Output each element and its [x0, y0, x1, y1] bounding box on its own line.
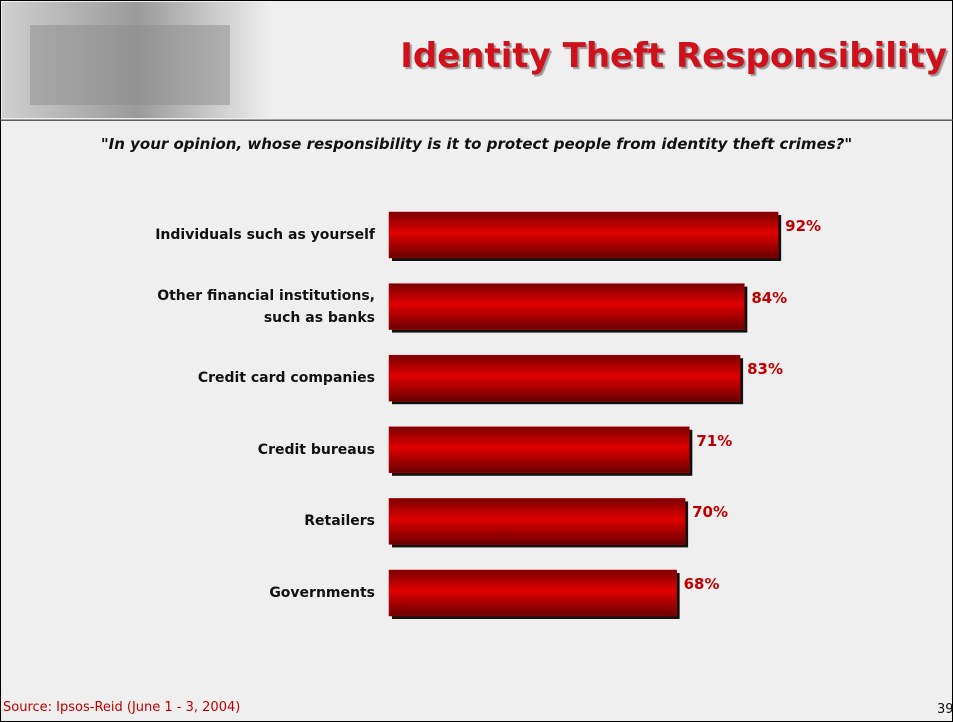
value-label: 83%: [747, 360, 783, 379]
value-label: 84%: [751, 288, 788, 307]
page-number: 39: [937, 702, 953, 717]
subtitle: "In your opinion, whose responsibility i…: [100, 135, 853, 153]
category-label: Other financial institutions, such as ba…: [157, 287, 375, 326]
category-label: Credit card companies: [197, 370, 375, 387]
bar: [388, 211, 779, 259]
bar: [388, 569, 677, 617]
category-label: Credit bureaus: [257, 441, 375, 458]
building: [30, 25, 230, 105]
bar: [388, 426, 690, 474]
category-label: Governments: [269, 585, 375, 601]
value-label: 92%: [785, 217, 822, 235]
bar: [388, 498, 686, 545]
value-label: 68%: [683, 575, 720, 593]
category-label: Individuals such as yourself: [155, 227, 375, 243]
chart-title: Identity Theft Responsibility: [400, 36, 947, 76]
bar: [388, 354, 741, 402]
value-label: 71%: [696, 431, 733, 450]
source: Source: Ipsos-Reid (June 1 - 3, 2004): [3, 700, 241, 715]
bar: [388, 283, 745, 330]
value-label: 70%: [692, 503, 728, 522]
category-label: Retailers: [304, 513, 375, 530]
